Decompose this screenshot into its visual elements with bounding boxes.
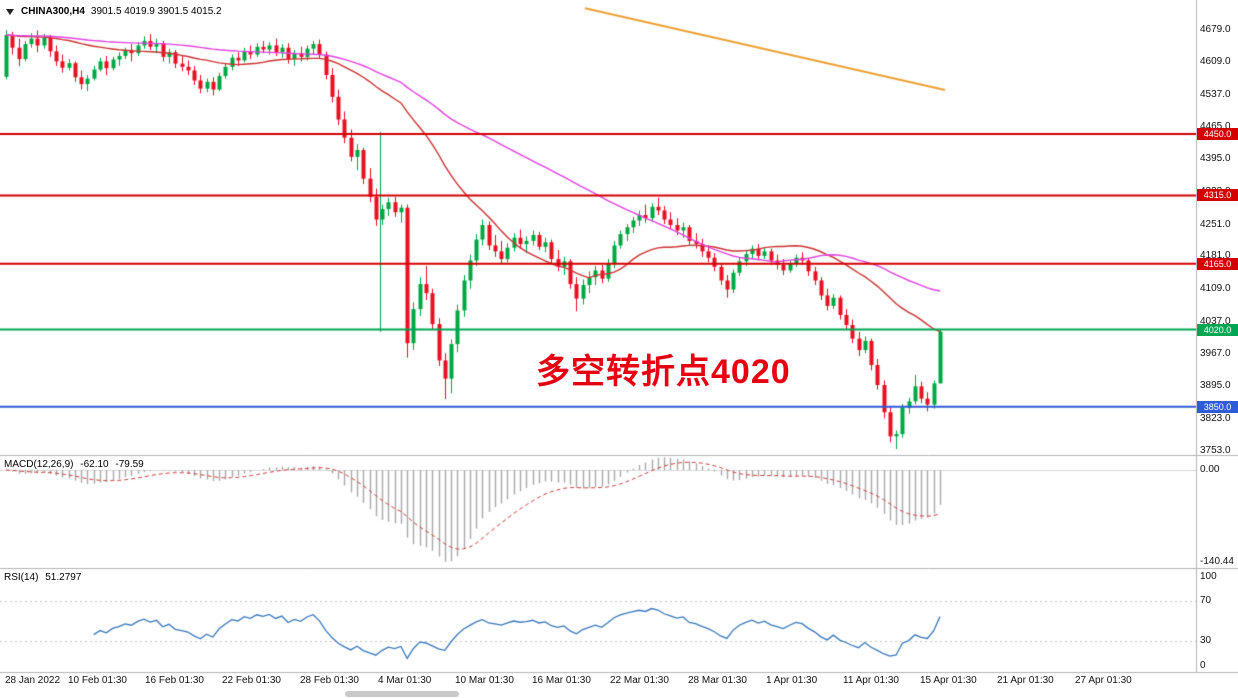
time-axis-label: 28 Jan 2022 [5,675,61,686]
price-axis-label: 3967.0 [1200,347,1231,359]
price-level-tag[interactable]: 4165.0 [1197,257,1238,270]
time-axis-label: 21 Apr 01:30 [997,675,1054,686]
price-axis-label: 4251.0 [1200,218,1231,230]
price-axis-label: 4609.0 [1200,55,1231,67]
time-axis-label: 10 Mar 01:30 [455,675,514,686]
chart-annotation: 多空转折点4020 [536,353,791,391]
price-axis-label: 3753.0 [1200,444,1231,456]
macd-signal-value: -79.59 [115,459,144,470]
macd-main-value: -62.10 [80,459,109,470]
price-level-tag[interactable]: 4020.0 [1197,323,1238,336]
rsi-name: RSI(14) [4,572,39,583]
time-axis-label: 15 Apr 01:30 [920,675,977,686]
time-axis-label: 28 Feb 01:30 [300,675,359,686]
time-axis-label: 22 Feb 01:30 [222,675,281,686]
rsi-axis-label: 30 [1200,635,1212,647]
price-level-tag[interactable]: 4315.0 [1197,189,1238,202]
horizontal-scrollbar-thumb[interactable] [345,691,459,697]
macd-axis-label: 0.00 [1200,464,1220,476]
time-axis-label: 16 Feb 01:30 [145,675,204,686]
price-axis-label: 4037.0 [1200,315,1231,327]
rsi-axis-label: 100 [1200,571,1217,582]
time-axis-label: 10 Feb 01:30 [68,675,127,686]
price-axis-label: 4537.0 [1200,88,1231,100]
price-axis-label: 3823.0 [1200,413,1231,425]
rsi-indicator-label: RSI(14) 51.2797 [4,572,85,583]
symbol-timeframe-label: CHINA300,H4 [21,6,85,17]
price-axis-label: 4679.0 [1200,24,1231,35]
chart-title: CHINA300,H4 3901.5 4019.9 3901.5 4015.2 [6,6,222,17]
time-axis-label: 22 Mar 01:30 [610,675,669,686]
price-level-tag[interactable]: 4450.0 [1197,128,1238,141]
macd-indicator-label: MACD(12,26,9) -62.10 -79.59 [4,459,148,470]
macd-axis-label: -140.44 [1200,555,1234,567]
time-axis-label: 28 Mar 01:30 [688,675,747,686]
time-axis-label: 16 Mar 01:30 [532,675,591,686]
price-axis-label: 3895.0 [1200,380,1231,392]
rsi-axis-label: 0 [1200,660,1206,671]
price-axis-label: 4181.0 [1200,250,1231,262]
price-axis-label: 4109.0 [1200,283,1231,295]
time-axis-label: 1 Apr 01:30 [766,675,818,686]
macd-name: MACD(12,26,9) [4,459,74,470]
rsi-value: 51.2797 [45,572,82,583]
price-axis-label: 4465.0 [1200,121,1231,133]
time-axis-label: 11 Apr 01:30 [843,675,899,686]
time-axis-label: 4 Mar 01:30 [378,675,432,686]
ohlc-values: 3901.5 4019.9 3901.5 4015.2 [90,6,222,17]
price-axis-label: 4395.0 [1200,153,1231,165]
rsi-axis-label: 70 [1200,594,1212,606]
time-axis-label: 27 Apr 01:30 [1075,675,1132,686]
price-level-tag[interactable]: 3850.0 [1197,400,1238,413]
dropdown-icon[interactable] [6,8,14,15]
